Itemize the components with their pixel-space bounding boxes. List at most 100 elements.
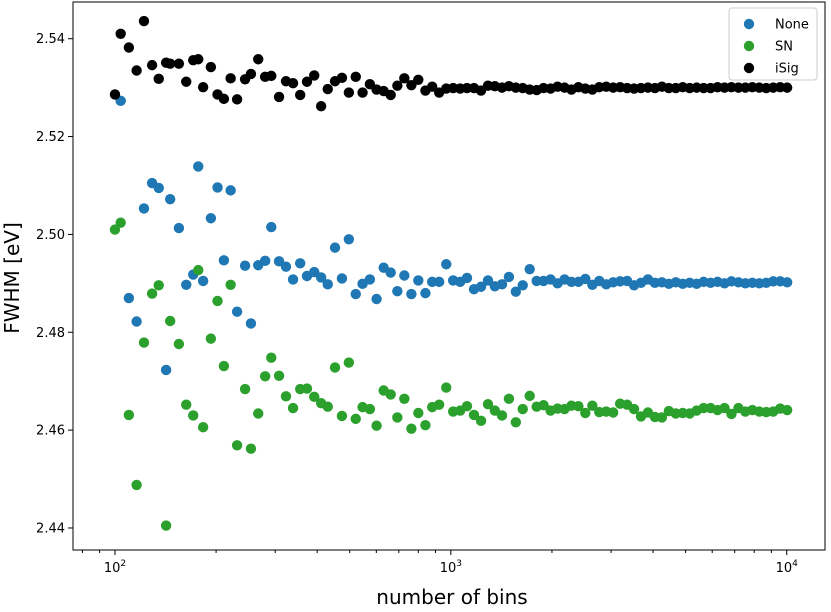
point-none-17 (231, 306, 243, 317)
point-sn-17 (225, 279, 236, 291)
point-none-26 (294, 258, 306, 269)
point-sn-68 (580, 407, 591, 419)
point-sn-31 (322, 401, 333, 412)
point-none-43 (413, 275, 424, 286)
y-tick-label: 2.44 (36, 521, 65, 536)
point-isig-27 (294, 89, 306, 101)
point-sn-23 (266, 352, 277, 363)
point-isig-28 (301, 76, 313, 87)
point-sn-13 (197, 421, 209, 433)
point-isig-35 (350, 71, 361, 83)
y-tick-label: 2.46 (36, 424, 65, 439)
point-none-33 (343, 234, 355, 245)
point-isig-1 (115, 28, 126, 39)
point-isig-34 (343, 87, 355, 98)
legend-marker-none (743, 18, 755, 30)
point-sn-2 (123, 409, 135, 421)
point-isig-12 (193, 54, 204, 65)
point-none-9 (181, 279, 192, 291)
point-sn-62 (538, 399, 549, 411)
point-none-5 (153, 182, 164, 194)
point-sn-5 (146, 288, 158, 299)
x-axis: 102 103 104 (81, 550, 799, 576)
point-sn-75 (628, 403, 640, 415)
point-none-59 (524, 263, 535, 275)
y-axis-label: FWHM [eV] (0, 222, 24, 334)
point-isig-40 (385, 89, 396, 101)
y-tick-label: 2.50 (36, 228, 65, 243)
point-isig-29 (309, 70, 320, 81)
legend: None SN iSig (728, 7, 818, 81)
point-sn-20 (245, 443, 257, 454)
point-isig-26 (287, 78, 299, 89)
point-none-15 (218, 255, 230, 266)
point-isig-4 (138, 15, 150, 27)
point-none-18 (239, 260, 251, 271)
point-none-6 (160, 364, 172, 376)
point-isig-10 (181, 76, 192, 87)
point-isig-14 (205, 61, 217, 73)
series-isig (109, 15, 793, 112)
point-none-39 (385, 267, 396, 278)
point-isig-8 (164, 58, 176, 69)
point-sn-12 (193, 264, 204, 276)
x-tick-label: 104 (776, 559, 799, 576)
x-axis-label: number of bins (376, 585, 527, 609)
point-none-12 (197, 275, 209, 287)
point-none-21 (259, 255, 271, 267)
point-none-46 (433, 276, 445, 288)
point-sn-59 (517, 403, 528, 415)
point-sn-37 (364, 403, 376, 415)
point-sn-4 (138, 337, 150, 348)
legend-label-sn: SN (775, 40, 793, 55)
x-tick-label: 103 (440, 559, 462, 576)
point-none-31 (329, 242, 341, 253)
point-isig-97 (781, 82, 793, 93)
legend-marker-sn (743, 40, 755, 52)
x-tick-base: 10 (104, 561, 121, 576)
point-none-57 (510, 286, 522, 297)
point-sn-44 (413, 407, 424, 419)
point-none-53 (482, 275, 494, 286)
point-sn-0 (109, 224, 121, 235)
point-sn-24 (273, 370, 285, 382)
point-isig-33 (336, 72, 348, 84)
point-sn-8 (164, 315, 176, 327)
point-sn-53 (475, 415, 487, 427)
point-none-16 (225, 185, 236, 196)
point-none-56 (503, 271, 515, 283)
point-sn-15 (212, 295, 223, 307)
point-isig-16 (218, 93, 230, 105)
point-isig-44 (413, 74, 424, 86)
point-sn-9 (173, 338, 185, 350)
point-sn-69 (587, 400, 598, 411)
x-tick-base: 10 (440, 561, 457, 576)
point-sn-22 (259, 371, 271, 382)
point-sn-97 (781, 404, 793, 416)
point-isig-20 (245, 68, 257, 80)
point-isig-24 (273, 91, 285, 103)
point-none-2 (131, 316, 142, 327)
point-none-58 (517, 280, 528, 291)
point-isig-18 (231, 94, 243, 105)
point-none-1 (123, 292, 135, 304)
point-isig-41 (392, 80, 403, 91)
point-isig-13 (197, 81, 209, 93)
point-sn-19 (239, 383, 251, 395)
point-isig-31 (322, 83, 333, 95)
point-sn-38 (371, 420, 382, 431)
point-sn-45 (420, 420, 431, 431)
point-none-42 (406, 288, 417, 300)
point-isig-3 (131, 65, 142, 76)
point-none-44 (420, 287, 431, 299)
point-sn-14 (205, 333, 217, 344)
point-isig-17 (225, 73, 236, 84)
legend-label-isig: iSig (775, 62, 799, 77)
point-sn-88 (719, 402, 730, 414)
point-isig-9 (173, 58, 185, 69)
point-isig-2 (123, 42, 135, 53)
point-none-22 (266, 221, 277, 233)
point-isig-30 (315, 101, 327, 112)
x-tick-exponent: 2 (120, 559, 126, 569)
